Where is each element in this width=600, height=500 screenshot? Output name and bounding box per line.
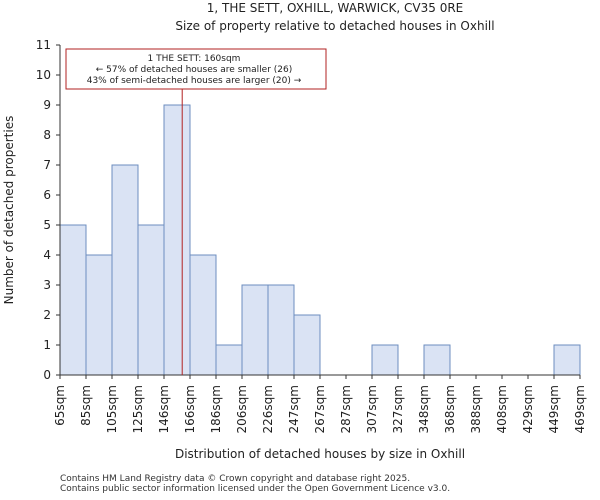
y-tick-label: 9 bbox=[43, 98, 51, 112]
annotation-box: 1 THE SETT: 160sqm ← 57% of detached hou… bbox=[65, 48, 327, 90]
y-tick-label: 1 bbox=[43, 338, 51, 352]
bar-105sqm bbox=[111, 164, 139, 376]
x-tick-label: 267sqm bbox=[313, 385, 327, 433]
bar-146sqm bbox=[163, 104, 191, 376]
x-tick-label: 85sqm bbox=[79, 385, 93, 426]
chart-title-line1: 1, THE SETT, OXHILL, WARWICK, CV35 0RE bbox=[207, 1, 464, 15]
footer-line1: Contains HM Land Registry data © Crown c… bbox=[60, 474, 411, 484]
x-tick-label: 125sqm bbox=[131, 385, 145, 433]
bars-group bbox=[59, 104, 581, 376]
y-tick-label: 11 bbox=[36, 38, 51, 52]
y-tick-label: 7 bbox=[43, 158, 51, 172]
x-tick-label: 348sqm bbox=[417, 385, 431, 433]
bar-85sqm bbox=[85, 254, 113, 376]
y-tick-label: 2 bbox=[43, 308, 51, 322]
y-ticks-group: 0 1 2 3 4 5 6 7 8 9 10 11 bbox=[36, 38, 60, 382]
bar-206sqm bbox=[241, 284, 269, 376]
x-tick-label: 368sqm bbox=[443, 385, 457, 433]
bar-247sqm bbox=[293, 314, 321, 376]
x-tick-label: 449sqm bbox=[547, 385, 561, 433]
x-tick-label: 247sqm bbox=[287, 385, 301, 433]
annotation-frame bbox=[65, 48, 327, 90]
x-tick-label: 327sqm bbox=[391, 385, 405, 433]
chart-title-line2: Size of property relative to detached ho… bbox=[175, 19, 494, 33]
y-tick-label: 5 bbox=[43, 218, 51, 232]
y-tick-label: 8 bbox=[43, 128, 51, 142]
bar-186sqm bbox=[215, 344, 243, 376]
y-tick-label: 0 bbox=[43, 368, 51, 382]
bar-65sqm bbox=[59, 224, 87, 376]
y-tick-label: 6 bbox=[43, 188, 51, 202]
x-tick-label: 166sqm bbox=[183, 385, 197, 433]
x-axis-label: Distribution of detached houses by size … bbox=[175, 447, 465, 461]
x-tick-label: 146sqm bbox=[157, 385, 171, 433]
x-tick-label: 186sqm bbox=[209, 385, 223, 433]
bar-166sqm bbox=[189, 254, 217, 376]
x-tick-label: 469sqm bbox=[573, 385, 587, 433]
bar-307sqm bbox=[371, 344, 399, 376]
bar-449sqm bbox=[553, 344, 581, 376]
y-tick-label: 3 bbox=[43, 278, 51, 292]
x-tick-label: 65sqm bbox=[53, 385, 67, 426]
x-tick-label: 105sqm bbox=[105, 385, 119, 433]
annotation-line1: 1 THE SETT: 160sqm bbox=[148, 54, 241, 64]
y-axis-label: Number of detached properties bbox=[2, 116, 16, 305]
annotation-line3: 43% of semi-detached houses are larger (… bbox=[87, 76, 302, 86]
x-ticks-group: 65sqm 85sqm 105sqm 125sqm 146sqm 166sqm 186sqm… bbox=[53, 375, 587, 433]
x-tick-label: 388sqm bbox=[469, 385, 483, 433]
x-tick-label: 429sqm bbox=[521, 385, 535, 433]
bar-226sqm bbox=[267, 284, 295, 376]
y-tick-label: 4 bbox=[43, 248, 51, 262]
x-tick-label: 226sqm bbox=[261, 385, 275, 433]
bar-348sqm bbox=[423, 344, 451, 376]
x-tick-label: 307sqm bbox=[365, 385, 379, 433]
bar-125sqm bbox=[137, 224, 165, 376]
x-tick-label: 287sqm bbox=[339, 385, 353, 433]
y-tick-label: 10 bbox=[36, 68, 51, 82]
x-tick-label: 206sqm bbox=[235, 385, 249, 433]
annotation-line2: ← 57% of detached houses are smaller (26… bbox=[96, 65, 293, 75]
x-tick-label: 408sqm bbox=[495, 385, 509, 433]
footer-line2: Contains public sector information licen… bbox=[60, 484, 451, 494]
